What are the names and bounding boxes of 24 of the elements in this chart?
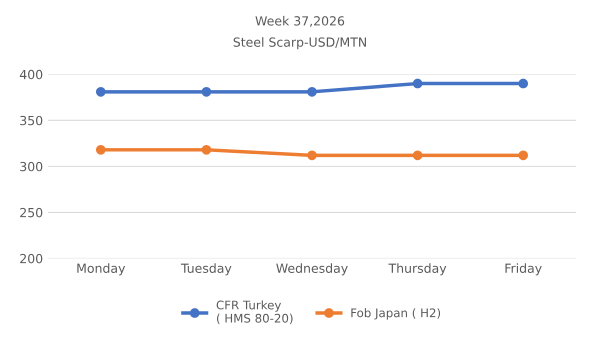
y-tick-label: 300 (20, 162, 42, 172)
x-tick-label: Wednesday (276, 263, 348, 276)
x-tick-label: Thursday (388, 263, 446, 276)
y-tick-label: 400 (20, 70, 42, 80)
y-tick-label: 350 (20, 116, 42, 126)
legend-label: CFR Turkey ( HMS 80-20) (216, 300, 293, 324)
point (412, 150, 422, 160)
point (307, 150, 317, 160)
point (518, 150, 528, 160)
point (412, 78, 422, 88)
point (96, 144, 106, 155)
chart-subtitle: Steel Scarp-USD/MTN (234, 37, 366, 50)
x-tick-label: Monday (77, 263, 126, 276)
legend-label: Fob Japan ( H2) (351, 308, 440, 320)
point (202, 144, 212, 155)
point (307, 86, 317, 97)
point (518, 78, 528, 88)
chart-title: Week 37,2026 (255, 16, 344, 27)
x-tick-label: Tuesday (180, 263, 232, 276)
point (202, 86, 212, 97)
y-tick-label: 250 (20, 208, 42, 218)
point (96, 86, 106, 97)
x-tick-label: Friday (505, 263, 542, 276)
y-tick-label: 200 (20, 254, 42, 264)
